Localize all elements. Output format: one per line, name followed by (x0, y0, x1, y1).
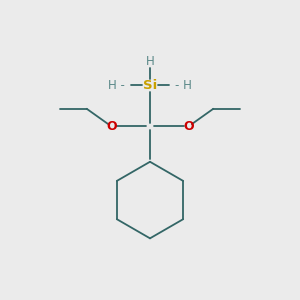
Text: O: O (183, 120, 194, 133)
Text: H -: H - (108, 79, 124, 92)
Text: H: H (146, 55, 154, 68)
Text: Si: Si (143, 79, 157, 92)
Text: O: O (106, 120, 117, 133)
Text: - H: - H (176, 79, 192, 92)
